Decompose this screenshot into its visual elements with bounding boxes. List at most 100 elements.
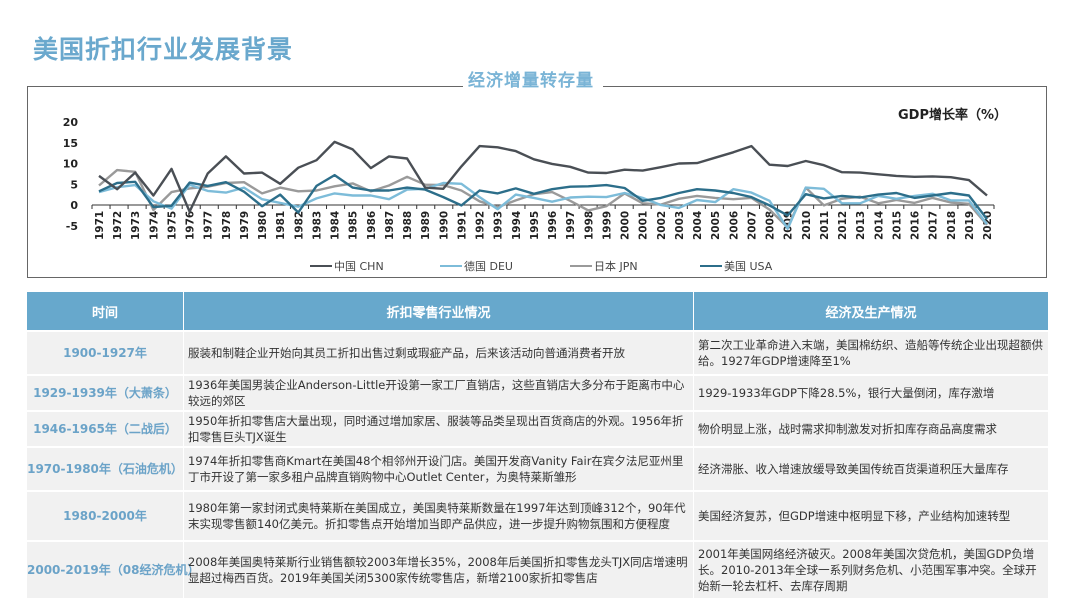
period-cell: 1970-1980年（石油危机） [27,446,184,490]
x-tick-label: 2010 [801,211,813,240]
economy-cell: 美国经济复苏，但GDP增速中枢明显下移，产业结构加速转型 [694,490,1048,540]
x-tick-label: 2001 [638,211,650,240]
chart-frame-divider [27,86,463,87]
x-tick-label: 2013 [855,211,867,240]
retail-cell: 1974年折扣零售商Kmart在美国48个相邻州开设门店。美国开发商Vanity… [184,446,694,490]
economy-cell: 第二次工业革命进入末端，美国棉纺织、造船等传统企业出现超额供给。1927年GDP… [694,330,1048,374]
x-tick-label: 1994 [511,211,523,240]
x-tick-label: 1993 [493,211,505,240]
x-tick-label: 1991 [456,211,468,240]
legend-item-deu: 德国 DEU [440,258,570,274]
period-cell: 2000-2019年（08经济危机） [27,540,199,598]
chart-frame [27,86,1047,278]
legend-swatch-usa [700,264,722,268]
x-tick-label: 1980 [257,211,269,240]
x-tick-label: 2016 [910,211,922,240]
y-tick-label: 5 [70,178,78,191]
x-tick-label: 1987 [384,211,396,240]
retail-cell: 1980年第一家封闭式奥特莱斯在美国成立，美国奥特莱斯数量在1997年达到顶峰3… [184,490,694,540]
discount-retail-timeline-table: 时间 折扣零售行业情况 经济及生产情况 1900-1927年 服装和制鞋企业开始… [27,292,1048,598]
legend-label: 美国 USA [724,260,773,273]
x-tick-label: 2014 [873,211,885,240]
y-tick-label: -5 [66,220,78,233]
legend-label: 中国 CHN [334,260,384,273]
legend-label: 日本 JPN [594,260,638,273]
economy-cell: 物价明显上涨，战时需求抑制激发对折扣库存商品高度需求 [694,410,1048,446]
x-tick-label: 2005 [710,211,722,240]
retail-cell: 1936年美国男装企业Anderson-Little开设第一家工厂直销店，这些直… [184,374,694,410]
table-row: 2000-2019年（08经济危机） 2008年美国奥特莱斯行业销售额较2003… [27,540,1048,598]
legend-item-jpn: 日本 JPN [570,258,700,274]
legend-swatch-jpn [570,264,592,268]
economy-cell: 经济滞胀、收入增速放缓导致美国传统百货渠道积压大量库存 [694,446,1048,490]
x-tick-label: 1992 [475,211,487,240]
x-tick-label: 1974 [148,211,160,240]
x-tick-label: 2011 [819,211,831,240]
gdp-growth-line-chart: 2015 10 5 0 -5 1971 1972 1973 1974 1975 1976 1977 19… [63,116,995,240]
chart-legend: 中国 CHN 德国 DEU 日本 JPN 美国 USA [310,258,830,274]
series-line-usa [98,173,988,220]
x-tick-label: 1999 [601,211,613,240]
header-period: 时间 [27,292,184,330]
x-tick-label: 1977 [203,211,215,240]
economy-cell: 2001年美国网络经济破灭。2008年美国次贷危机，美国GDP负增长。2010-… [694,540,1048,598]
x-tick-label: 1997 [565,211,577,240]
page-title: 美国折扣行业发展背景 [33,35,294,64]
legend-swatch-chn [310,264,332,268]
period-cell: 1929-1939年（大萧条） [27,374,184,410]
legend-swatch-deu [440,264,462,268]
table-row: 1946-1965年（二战后） 1950年折扣零售店大量出现，同时通过增加家居、… [27,410,1048,446]
x-tick-label: 1998 [583,211,595,240]
x-tick-label: 1990 [438,211,450,240]
x-tick-label: 1984 [330,211,342,240]
retail-cell: 服装和制鞋企业开始向其员工折扣出售过剩或瑕疵产品，后来该活动向普通消费者开放 [184,330,694,374]
chart-subtitle: 经济增量转存量 [468,71,594,91]
x-tick-label: 2019 [964,211,976,240]
legend-item-usa: 美国 USA [700,258,830,274]
x-tick-label: 1975 [166,211,178,240]
x-tick-label: 1973 [130,211,142,240]
x-tick-label: 2003 [674,211,686,240]
retail-cell: 2008年美国奥特莱斯行业销售额较2003年增长35%，2008年后美国折扣零售… [184,540,694,598]
x-tick-label: 1986 [366,211,378,240]
header-economy: 经济及生产情况 [694,292,1048,330]
x-tick-label: 1978 [221,211,233,240]
x-tick-label: 1996 [547,211,559,240]
table-header-row: 时间 折扣零售行业情况 经济及生产情况 [27,292,1048,330]
x-tick-label: 1972 [112,211,124,240]
retail-cell: 1950年折扣零售店大量出现，同时通过增加家居、服装等品类呈现出百货商店的外观。… [184,410,694,446]
x-tick-label: 2018 [946,211,958,240]
x-tick-label: 2002 [656,211,668,240]
chart-y-axis-label: GDP增长率（%） [898,108,1008,123]
x-tick-label: 1995 [529,211,541,240]
y-tick-label: 0 [70,199,78,212]
table-row: 1970-1980年（石油危机） 1974年折扣零售商Kmart在美国48个相邻… [27,446,1048,490]
period-cell: 1980-2000年 [27,490,184,540]
table-row: 1980-2000年 1980年第一家封闭式奥特莱斯在美国成立，美国奥特莱斯数量… [27,490,1048,540]
period-cell: 1946-1965年（二战后） [27,410,184,446]
period-cell: 1900-1927年 [27,330,184,374]
chart-frame-divider [603,86,1047,87]
x-tick-label: 2000 [620,211,632,240]
x-tick-label: 2007 [746,211,758,240]
x-tick-label: 1988 [402,211,414,240]
x-tick-label: 2017 [928,211,940,240]
x-tick-label: 1982 [293,211,305,240]
x-tick-label: 2012 [837,211,849,240]
x-tick-label: 2008 [765,211,777,240]
legend-label: 德国 DEU [464,260,513,273]
series-line-chn [98,140,988,213]
legend-item-chn: 中国 CHN [310,258,440,274]
x-tick-label: 1971 [94,211,106,240]
header-retail: 折扣零售行业情况 [184,292,694,330]
y-tick-label: 10 [63,158,79,171]
table-row: 1929-1939年（大萧条） 1936年美国男装企业Anderson-Litt… [27,374,1048,410]
x-tick-label: 1985 [348,211,360,240]
x-tick-label: 2004 [692,211,704,240]
x-tick-label: 2006 [728,211,740,240]
x-tick-label: 1976 [185,211,197,240]
y-tick-label: 20 [63,116,79,129]
x-tick-label: 1983 [311,211,323,240]
table-row: 1900-1927年 服装和制鞋企业开始向其员工折扣出售过剩或瑕疵产品，后来该活… [27,330,1048,374]
x-tick-label: 2015 [891,211,903,240]
